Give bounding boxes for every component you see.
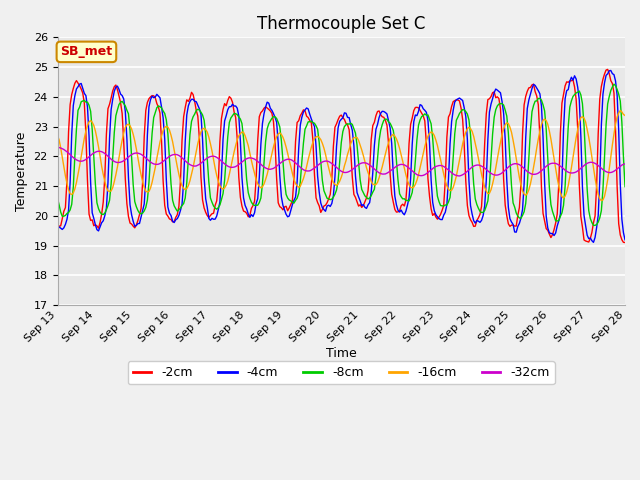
-32cm [554, 161, 561, 167]
Line: -16cm: -16cm [58, 110, 625, 201]
-8cm [159, 108, 167, 114]
-8cm [552, 218, 559, 224]
Title: Thermocouple Set C: Thermocouple Set C [257, 15, 426, 33]
-4cm [396, 209, 403, 215]
-4cm [552, 230, 559, 236]
-4cm [589, 240, 597, 245]
-4cm [408, 142, 416, 147]
-16cm [408, 185, 416, 191]
-8cm [377, 127, 385, 133]
-32cm [54, 144, 61, 150]
-2cm [377, 112, 385, 118]
-16cm [552, 166, 559, 171]
-32cm [159, 158, 167, 164]
-16cm [159, 128, 167, 133]
-2cm [552, 220, 559, 226]
-16cm [70, 190, 77, 196]
-2cm [70, 85, 77, 91]
-4cm [621, 237, 629, 243]
-8cm [621, 184, 629, 190]
-8cm [396, 191, 403, 197]
Line: -8cm: -8cm [58, 84, 625, 226]
Line: -4cm: -4cm [58, 71, 625, 242]
-16cm [377, 169, 385, 175]
-8cm [589, 223, 597, 228]
Line: -32cm: -32cm [58, 147, 625, 176]
-8cm [610, 81, 618, 87]
X-axis label: Time: Time [326, 347, 356, 360]
Line: -2cm: -2cm [58, 70, 625, 242]
-4cm [377, 110, 385, 116]
-2cm [159, 178, 167, 184]
-2cm [604, 67, 611, 72]
-16cm [621, 113, 629, 119]
-8cm [408, 190, 416, 195]
-4cm [70, 103, 77, 108]
-32cm [408, 168, 416, 174]
-32cm [377, 171, 385, 177]
-16cm [396, 145, 403, 151]
-2cm [396, 208, 403, 214]
-32cm [70, 155, 77, 160]
-4cm [607, 68, 614, 73]
Y-axis label: Temperature: Temperature [15, 132, 28, 211]
-32cm [621, 161, 629, 167]
-8cm [54, 195, 61, 201]
-4cm [54, 224, 61, 230]
Legend: -2cm, -4cm, -8cm, -16cm, -32cm: -2cm, -4cm, -8cm, -16cm, -32cm [128, 361, 555, 384]
Text: SB_met: SB_met [60, 46, 113, 59]
-32cm [396, 162, 403, 168]
-2cm [621, 240, 629, 245]
-2cm [408, 115, 416, 121]
-2cm [54, 221, 61, 227]
-4cm [159, 115, 167, 120]
-16cm [598, 198, 605, 204]
-16cm [54, 132, 61, 138]
-32cm [456, 173, 463, 179]
-16cm [616, 108, 624, 113]
-8cm [70, 184, 77, 190]
